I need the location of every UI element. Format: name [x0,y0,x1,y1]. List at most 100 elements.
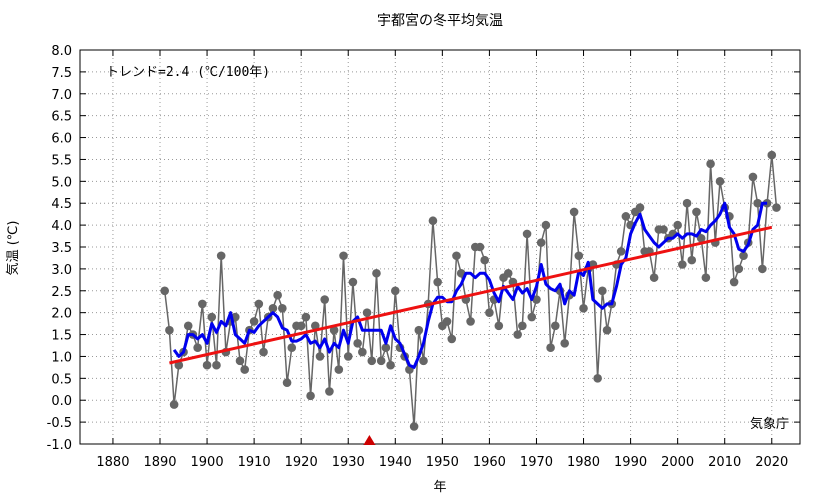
annual-point [207,312,217,322]
y-axis-label: 気温 (℃) [5,221,21,276]
annual-point [381,343,391,352]
trend-line [169,225,773,365]
annual-point [682,198,692,208]
annual-point [198,299,207,309]
x-tick-label: 1890 [143,455,176,470]
y-tick-label: 1.0 [51,350,72,365]
annual-point [315,352,325,361]
annual-point [390,286,400,296]
y-tick-label: 3.0 [51,263,72,278]
annual-point [287,343,297,352]
annual-point [574,251,584,261]
annual-point [376,356,386,366]
annual-point [621,212,631,221]
annual-point [715,177,725,186]
annual-point [273,290,282,300]
annual-point [254,299,264,309]
annual-point [414,325,424,335]
annual-point [485,308,494,317]
x-tick-label: 2010 [708,455,741,470]
annual-point [635,203,645,212]
annual-point [165,325,174,335]
x-tick-label: 2020 [755,455,788,470]
annual-point [428,216,438,226]
trend-annotation: トレンド=2.4 (℃/100年) [106,65,270,80]
annual-point [659,225,668,234]
annual-point [174,360,184,370]
annual-point [616,247,626,256]
annual-point [696,233,706,243]
annual-point [296,321,306,331]
chart-title: 宇都宮の冬平均気温 [377,13,503,29]
x-tick-label: 1920 [285,455,318,470]
x-tick-label: 1950 [426,455,459,470]
annual-point [593,374,602,383]
annual-point [169,400,179,409]
x-tick-label: 2000 [661,455,694,470]
plot-frame [79,49,801,445]
x-tick-label: 1900 [191,455,224,470]
annual-point [456,268,466,278]
series [160,150,781,431]
annual-point [160,286,170,296]
smoothed-series-line [172,201,768,369]
annual-point [579,303,588,313]
annual-point [569,207,579,217]
annual-point [353,339,362,348]
annual-point [480,255,490,265]
x-tick-label: 1970 [520,455,553,470]
annual-point [598,286,607,296]
y-tick-label: 6.5 [51,110,72,125]
annual-point [452,251,461,261]
annual-point [193,343,202,352]
annual-point [372,268,381,278]
annual-point [466,317,475,326]
annual-point [522,229,532,239]
annual-point [409,422,419,431]
annual-point [334,365,344,374]
x-tick-label: 1980 [567,455,600,470]
annual-point [541,220,551,230]
credit-label: 気象庁 [750,416,789,432]
annual-point [687,255,697,265]
annual-point [503,268,513,278]
annual-point [202,360,212,370]
y-tick-label: 5.5 [51,153,72,168]
annual-point [701,273,711,282]
annual-point [518,321,527,331]
annual-point [320,295,330,304]
y-tick-label: 6.0 [51,132,72,147]
x-tick-label: 1990 [614,455,647,470]
annual-point [343,352,353,361]
annual-point [240,365,250,374]
annual-point [532,295,541,304]
annual-point [282,378,292,388]
annual-point [649,273,659,282]
annual-point [527,312,537,322]
y-tick-label: -0.5 [47,416,72,431]
annual-point [278,303,287,313]
annual-point [753,198,762,208]
annual-point [767,150,777,160]
annual-point [348,277,358,287]
annual-point [513,330,522,339]
annual-point [306,391,315,401]
annual-point [367,356,377,366]
y-tick-label: 1.5 [51,329,72,344]
y-tick-label: 8.0 [51,44,72,59]
annual-point [216,251,226,261]
annual-point [678,260,687,269]
annual-point [442,317,452,326]
y-tick-label: 7.5 [51,66,72,81]
annual-point [673,220,682,230]
annual-point [758,264,767,274]
annual-point [235,356,245,366]
annual-point [325,387,334,396]
annual-point [329,325,339,335]
annual-point [734,264,744,274]
annual-point [249,317,259,326]
annual-point [536,238,546,247]
y-tick-label: 4.5 [51,197,72,212]
annual-point [212,360,221,370]
annual-point [419,356,428,366]
